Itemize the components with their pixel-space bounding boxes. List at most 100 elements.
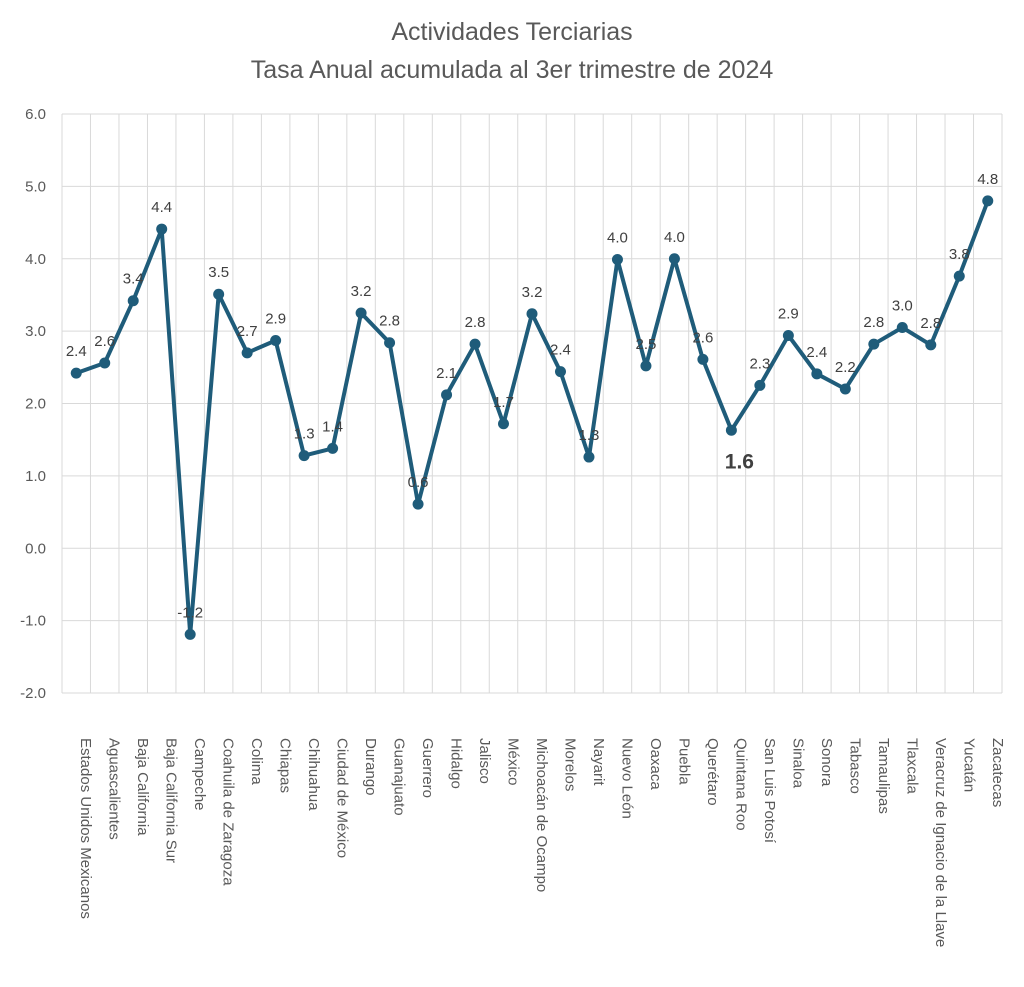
y-tick-label: -1.0: [20, 613, 46, 630]
data-point: [896, 322, 908, 334]
x-tick-label: Ciudad de México: [334, 738, 351, 858]
data-label: 1.3: [294, 426, 315, 443]
x-tick-label: Baja California: [134, 738, 151, 836]
data-point: [298, 450, 310, 462]
data-label: 4.0: [607, 229, 628, 246]
data-point: [70, 367, 82, 379]
data-label: 1.6: [725, 450, 754, 473]
data-label: 2.6: [94, 333, 115, 350]
data-point: [953, 270, 965, 282]
data-label: 1.3: [579, 427, 600, 444]
data-point: [184, 628, 196, 640]
data-label: 1.7: [493, 394, 514, 411]
y-tick-label: 1.0: [25, 468, 46, 485]
data-label: 2.8: [379, 313, 400, 330]
data-label: 2.3: [749, 355, 770, 372]
data-point: [611, 253, 623, 265]
data-label: 1.4: [322, 418, 343, 435]
data-label: 2.9: [778, 305, 799, 322]
data-point: [839, 383, 851, 395]
data-point: [241, 347, 253, 359]
data-point: [412, 498, 424, 510]
x-tick-label: Oaxaca: [647, 738, 664, 790]
data-label: 3.5: [208, 264, 229, 281]
data-point: [526, 308, 538, 320]
data-label: 2.4: [550, 342, 571, 359]
x-tick-label: Estados Unidos Mexicanos: [77, 738, 94, 919]
x-tick-label: Querétaro: [704, 738, 721, 806]
data-point: [925, 339, 937, 351]
data-label: 3.4: [123, 271, 144, 288]
data-label: 3.2: [351, 283, 372, 300]
data-point: [270, 335, 282, 347]
data-point: [327, 442, 339, 454]
x-tick-label: Guanajuato: [391, 738, 408, 816]
x-tick-label: Veracruz de Ignacio de la Llave: [932, 738, 949, 947]
data-label: 3.2: [522, 284, 543, 301]
x-tick-label: Coahuila de Zaragoza: [220, 738, 237, 886]
chart-title: Actividades Terciarias: [391, 18, 633, 46]
x-tick-label: Jalisco: [476, 738, 493, 784]
y-tick-label: 2.0: [25, 396, 46, 413]
y-tick-label: -2.0: [20, 685, 46, 702]
x-tick-label: Nuevo León: [618, 738, 635, 819]
x-tick-label: Campeche: [191, 738, 208, 811]
chart-subtitle: Tasa Anual acumulada al 3er trimestre de…: [250, 56, 774, 84]
data-point: [156, 223, 168, 235]
data-point: [498, 418, 510, 430]
data-point: [782, 329, 794, 341]
data-point: [127, 295, 139, 307]
data-label: 2.2: [835, 359, 856, 376]
data-label: 4.4: [151, 199, 172, 216]
x-tick-label: Tlaxcala: [903, 738, 920, 795]
data-label: 2.8: [863, 314, 884, 331]
x-tick-label: Chiapas: [277, 738, 294, 793]
x-tick-label: México: [505, 738, 522, 786]
x-tick-label: Quintana Roo: [732, 738, 749, 831]
data-point: [868, 338, 880, 350]
data-point: [441, 389, 453, 401]
x-tick-label: Aguascalientes: [106, 738, 123, 840]
x-tick-label: San Luis Potosí: [761, 738, 778, 844]
data-label: 2.5: [636, 336, 657, 353]
x-tick-label: Tamaulipas: [875, 738, 892, 814]
x-tick-label: Zacatecas: [989, 738, 1006, 807]
data-label: 2.4: [66, 343, 87, 360]
data-label: 2.8: [465, 314, 486, 331]
data-point: [725, 424, 737, 436]
y-tick-label: 4.0: [25, 251, 46, 268]
x-tick-label: Chihuahua: [305, 738, 322, 811]
y-tick-label: 6.0: [25, 106, 46, 123]
y-tick-label: 0.0: [25, 540, 46, 557]
data-label: 3.8: [949, 246, 970, 263]
data-label: 3.0: [892, 298, 913, 315]
x-tick-label: Sinaloa: [789, 738, 806, 789]
data-point: [469, 338, 481, 350]
x-tick-label: Durango: [362, 738, 379, 796]
x-tick-label: Sonora: [818, 738, 835, 787]
x-tick-label: Baja California Sur: [163, 738, 180, 863]
x-tick-label: Colima: [248, 738, 265, 785]
x-tick-label: Puebla: [675, 738, 692, 785]
data-label: 2.8: [920, 315, 941, 332]
x-tick-label: Nayarit: [590, 738, 607, 786]
data-point: [554, 366, 566, 378]
data-point: [355, 307, 367, 319]
data-point: [213, 288, 225, 300]
data-label: 2.9: [265, 311, 286, 328]
data-label: 0.6: [408, 474, 429, 491]
data-point: [583, 451, 595, 463]
data-label: 2.6: [692, 329, 713, 346]
data-label: 2.1: [436, 365, 457, 382]
data-label: 2.7: [237, 323, 258, 340]
y-tick-label: 3.0: [25, 323, 46, 340]
data-point: [982, 195, 994, 207]
x-tick-label: Guerrero: [419, 738, 436, 798]
data-point: [668, 253, 680, 265]
data-label: 4.0: [664, 229, 685, 246]
data-label: 2.4: [806, 344, 827, 361]
data-point: [811, 368, 823, 380]
x-tick-label: Tabasco: [846, 738, 863, 794]
